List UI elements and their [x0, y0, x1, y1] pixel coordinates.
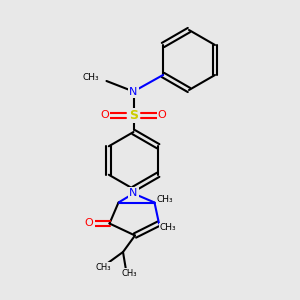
Text: N: N	[129, 86, 138, 97]
Text: O: O	[158, 110, 166, 121]
Text: CH₃: CH₃	[121, 269, 137, 278]
Text: O: O	[85, 218, 94, 229]
Text: O: O	[100, 110, 109, 121]
Text: CH₃: CH₃	[96, 263, 111, 272]
Text: S: S	[129, 109, 138, 122]
Text: CH₃: CH₃	[82, 74, 99, 82]
Text: N: N	[129, 188, 138, 199]
Text: CH₃: CH₃	[160, 224, 176, 232]
Text: CH₃: CH₃	[157, 195, 173, 204]
